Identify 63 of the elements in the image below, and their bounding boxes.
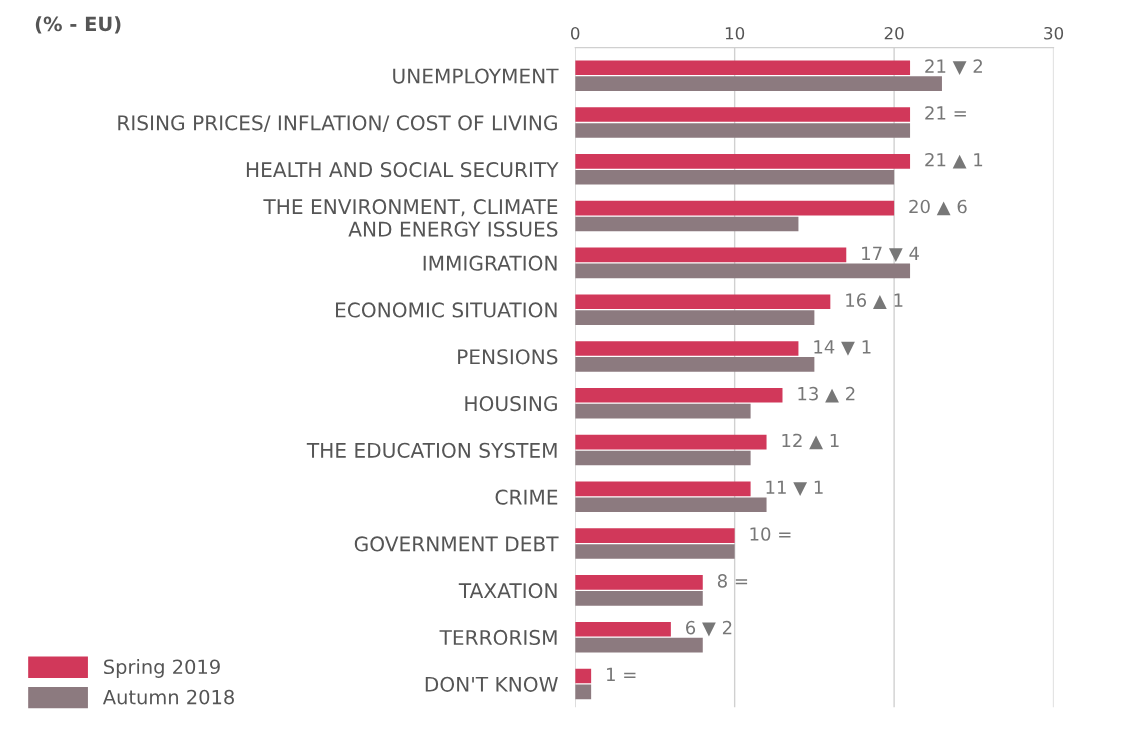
y-tick-label: ECONOMIC SITUATION bbox=[336, 302, 557, 318]
bar bbox=[575, 497, 767, 513]
data-label: 10 = bbox=[750, 527, 791, 541]
bar bbox=[575, 216, 799, 232]
data-label: 6 ▼ 2 bbox=[686, 620, 732, 637]
bar bbox=[575, 481, 751, 497]
bar bbox=[575, 294, 831, 310]
bar bbox=[575, 403, 751, 419]
bar bbox=[575, 154, 911, 169]
bar bbox=[575, 591, 703, 606]
bar bbox=[575, 434, 767, 450]
bar bbox=[575, 450, 751, 466]
bar bbox=[575, 621, 671, 637]
y-tick-label: HEALTH AND SOCIAL SECURITY bbox=[246, 162, 559, 178]
data-label: 17 ▼ 4 bbox=[862, 246, 919, 263]
bar bbox=[575, 341, 799, 356]
data-label: 21 ▼ 2 bbox=[925, 59, 982, 75]
bar bbox=[575, 169, 895, 185]
x-tick-label: 0 bbox=[570, 26, 580, 40]
bar bbox=[575, 357, 815, 372]
text: (% - EU) bbox=[35, 16, 121, 34]
y-tick-label: IMMIGRATION bbox=[423, 255, 557, 271]
data-label: 12 ▲ 1 bbox=[782, 433, 839, 450]
y-tick-label: THE ENVIRONMENT, CLIMATE AND ENERGY ISSUES bbox=[263, 199, 558, 237]
data-label: 11 ▼ 1 bbox=[766, 480, 823, 497]
y-tick-label: TERRORISM bbox=[439, 629, 557, 646]
bar bbox=[575, 247, 847, 263]
bar bbox=[575, 575, 703, 590]
x-tick-label: 10 bbox=[725, 26, 745, 40]
bar bbox=[575, 107, 911, 122]
bar bbox=[575, 528, 735, 543]
bar bbox=[575, 263, 911, 279]
y-tick-label: TAXATION bbox=[458, 583, 557, 599]
bar bbox=[575, 544, 735, 559]
bar bbox=[575, 200, 895, 216]
bar bbox=[575, 387, 783, 403]
bar bbox=[575, 684, 592, 700]
y-tick-label: CRIME bbox=[495, 489, 558, 505]
legend-label: Autumn 2018 bbox=[102, 689, 234, 705]
legend-label: Spring 2019 bbox=[104, 659, 220, 678]
y-tick-label: GOVERNMENT DEBT bbox=[354, 536, 559, 552]
data-label: 21 ▲ 1 bbox=[925, 152, 983, 169]
bar bbox=[575, 123, 911, 138]
data-label: 1 = bbox=[607, 667, 636, 681]
y-tick-label: UNEMPLOYMENT bbox=[393, 68, 559, 84]
data-label: 14 ▼ 1 bbox=[814, 340, 871, 356]
data-label: 20 ▲ 6 bbox=[909, 199, 967, 216]
data-label: 13 ▲ 2 bbox=[798, 386, 855, 403]
data-label: 8 = bbox=[717, 574, 748, 588]
x-tick-label: 30 bbox=[1044, 26, 1064, 40]
bar bbox=[575, 637, 703, 653]
y-tick-label: DON'T KNOW bbox=[425, 676, 558, 692]
bar bbox=[575, 60, 911, 76]
y-tick-label: RISING PRICES/ INFLATION/ COST OF LIVING bbox=[118, 115, 557, 133]
bar bbox=[575, 76, 942, 91]
y-tick-label: HOUSING bbox=[465, 395, 557, 412]
bar bbox=[575, 668, 592, 684]
data-label: 16 ▲ 1 bbox=[846, 293, 903, 309]
data-label: 21 = bbox=[925, 106, 966, 120]
bar bbox=[575, 310, 815, 325]
x-tick-label: 20 bbox=[884, 26, 904, 40]
y-tick-label: THE EDUCATION SYSTEM bbox=[306, 442, 557, 458]
y-tick-label: PENSIONS bbox=[458, 349, 558, 365]
